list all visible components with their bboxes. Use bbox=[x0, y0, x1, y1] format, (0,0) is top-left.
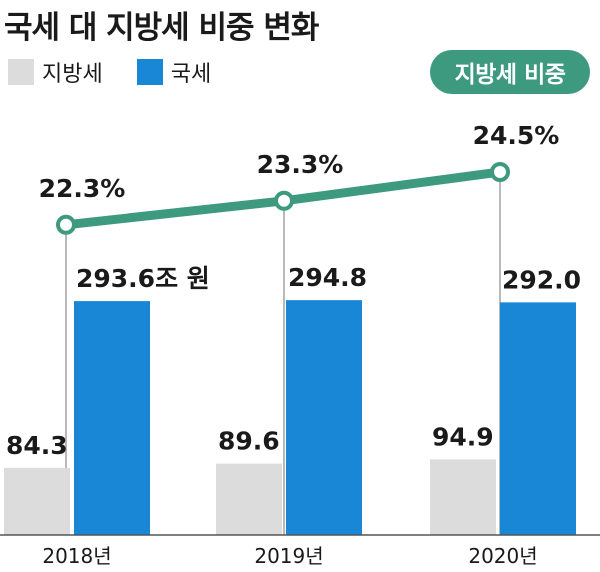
data-label-local-tax-2: 94.9 bbox=[432, 422, 494, 451]
ratio-label-1: 23.3% bbox=[257, 150, 344, 179]
bar-local-tax-0 bbox=[4, 467, 70, 535]
chart-title: 국세 대 지방세 비중 변화 bbox=[4, 10, 319, 46]
ratio-label-2: 24.5% bbox=[473, 121, 560, 150]
x-tick-label-2: 2020년 bbox=[468, 544, 537, 568]
data-label-national-tax-0: 293.6조 원 bbox=[76, 264, 210, 293]
data-label-local-tax-1: 89.6 bbox=[218, 427, 280, 456]
bar-national-tax-1 bbox=[286, 300, 362, 535]
x-tick-label-0: 2018년 bbox=[42, 544, 111, 568]
legend-swatch-local-tax bbox=[8, 59, 34, 85]
legend-label-local-tax: 지방세 bbox=[42, 62, 103, 87]
bar-national-tax-2 bbox=[500, 302, 576, 535]
legend: 지방세 국세 bbox=[8, 56, 245, 88]
ratio-point-0 bbox=[56, 214, 76, 235]
bar-local-tax-2 bbox=[430, 459, 496, 535]
ratio-point-1 bbox=[274, 190, 294, 211]
data-label-local-tax-0: 84.3 bbox=[6, 431, 68, 460]
bar-local-tax-1 bbox=[216, 463, 282, 535]
x-tick-label-1: 2019년 bbox=[254, 544, 323, 568]
ratio-label-0: 22.3% bbox=[39, 174, 126, 203]
legend-item-national-tax: 국세 bbox=[136, 56, 212, 88]
data-label-national-tax-1: 294.8 bbox=[288, 263, 367, 292]
bar-national-tax-0 bbox=[74, 301, 150, 535]
legend-item-local-tax: 지방세 bbox=[8, 56, 103, 88]
ratio-point-2 bbox=[490, 162, 510, 182]
ratio-series-badge: 지방세 비중 bbox=[430, 50, 590, 94]
legend-label-national-tax: 국세 bbox=[170, 62, 212, 87]
legend-swatch-national-tax bbox=[136, 59, 163, 85]
data-label-national-tax-2: 292.0 bbox=[502, 265, 581, 294]
